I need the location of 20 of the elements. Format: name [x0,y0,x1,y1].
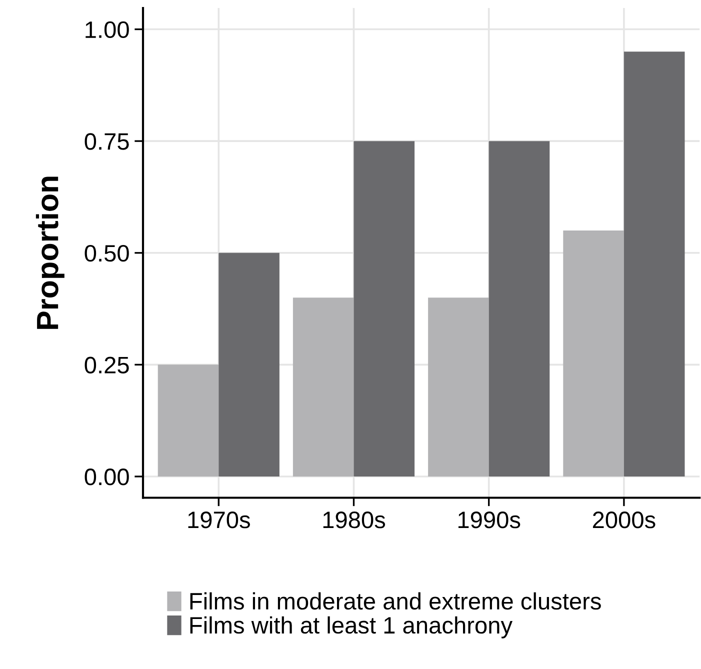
bar [218,252,280,476]
bar [563,230,624,476]
bar [488,141,550,476]
x-tick-label: 2000s [592,512,656,528]
legend-label: Films with at least 1 anachrony [190,616,513,638]
bar [158,364,219,476]
x-tick-label: 1980s [323,512,386,528]
bar [624,52,685,476]
y-tick-label: 0.00 [84,468,129,486]
bar [354,141,415,476]
legend-label: Films in moderate and extreme clusters [190,592,601,610]
y-tick-label: 1.00 [86,21,129,38]
bar [292,298,354,476]
y-tick-label: 0.50 [84,244,129,262]
y-axis-title: Proportion [36,176,64,329]
bar [428,298,489,476]
x-tick-label: 1970s [188,512,250,528]
y-tick-label: 0.25 [84,356,129,374]
y-tick-label: 0.75 [84,133,129,150]
x-tick-label: 1990s [458,512,520,528]
